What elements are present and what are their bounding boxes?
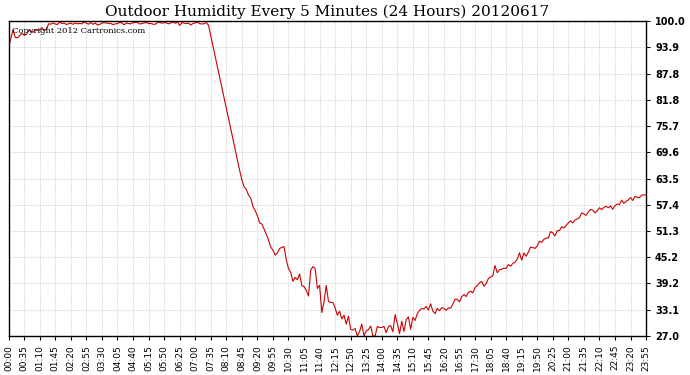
Title: Outdoor Humidity Every 5 Minutes (24 Hours) 20120617: Outdoor Humidity Every 5 Minutes (24 Hou…: [106, 4, 549, 18]
Text: Copyright 2012 Cartronics.com: Copyright 2012 Cartronics.com: [12, 27, 145, 35]
